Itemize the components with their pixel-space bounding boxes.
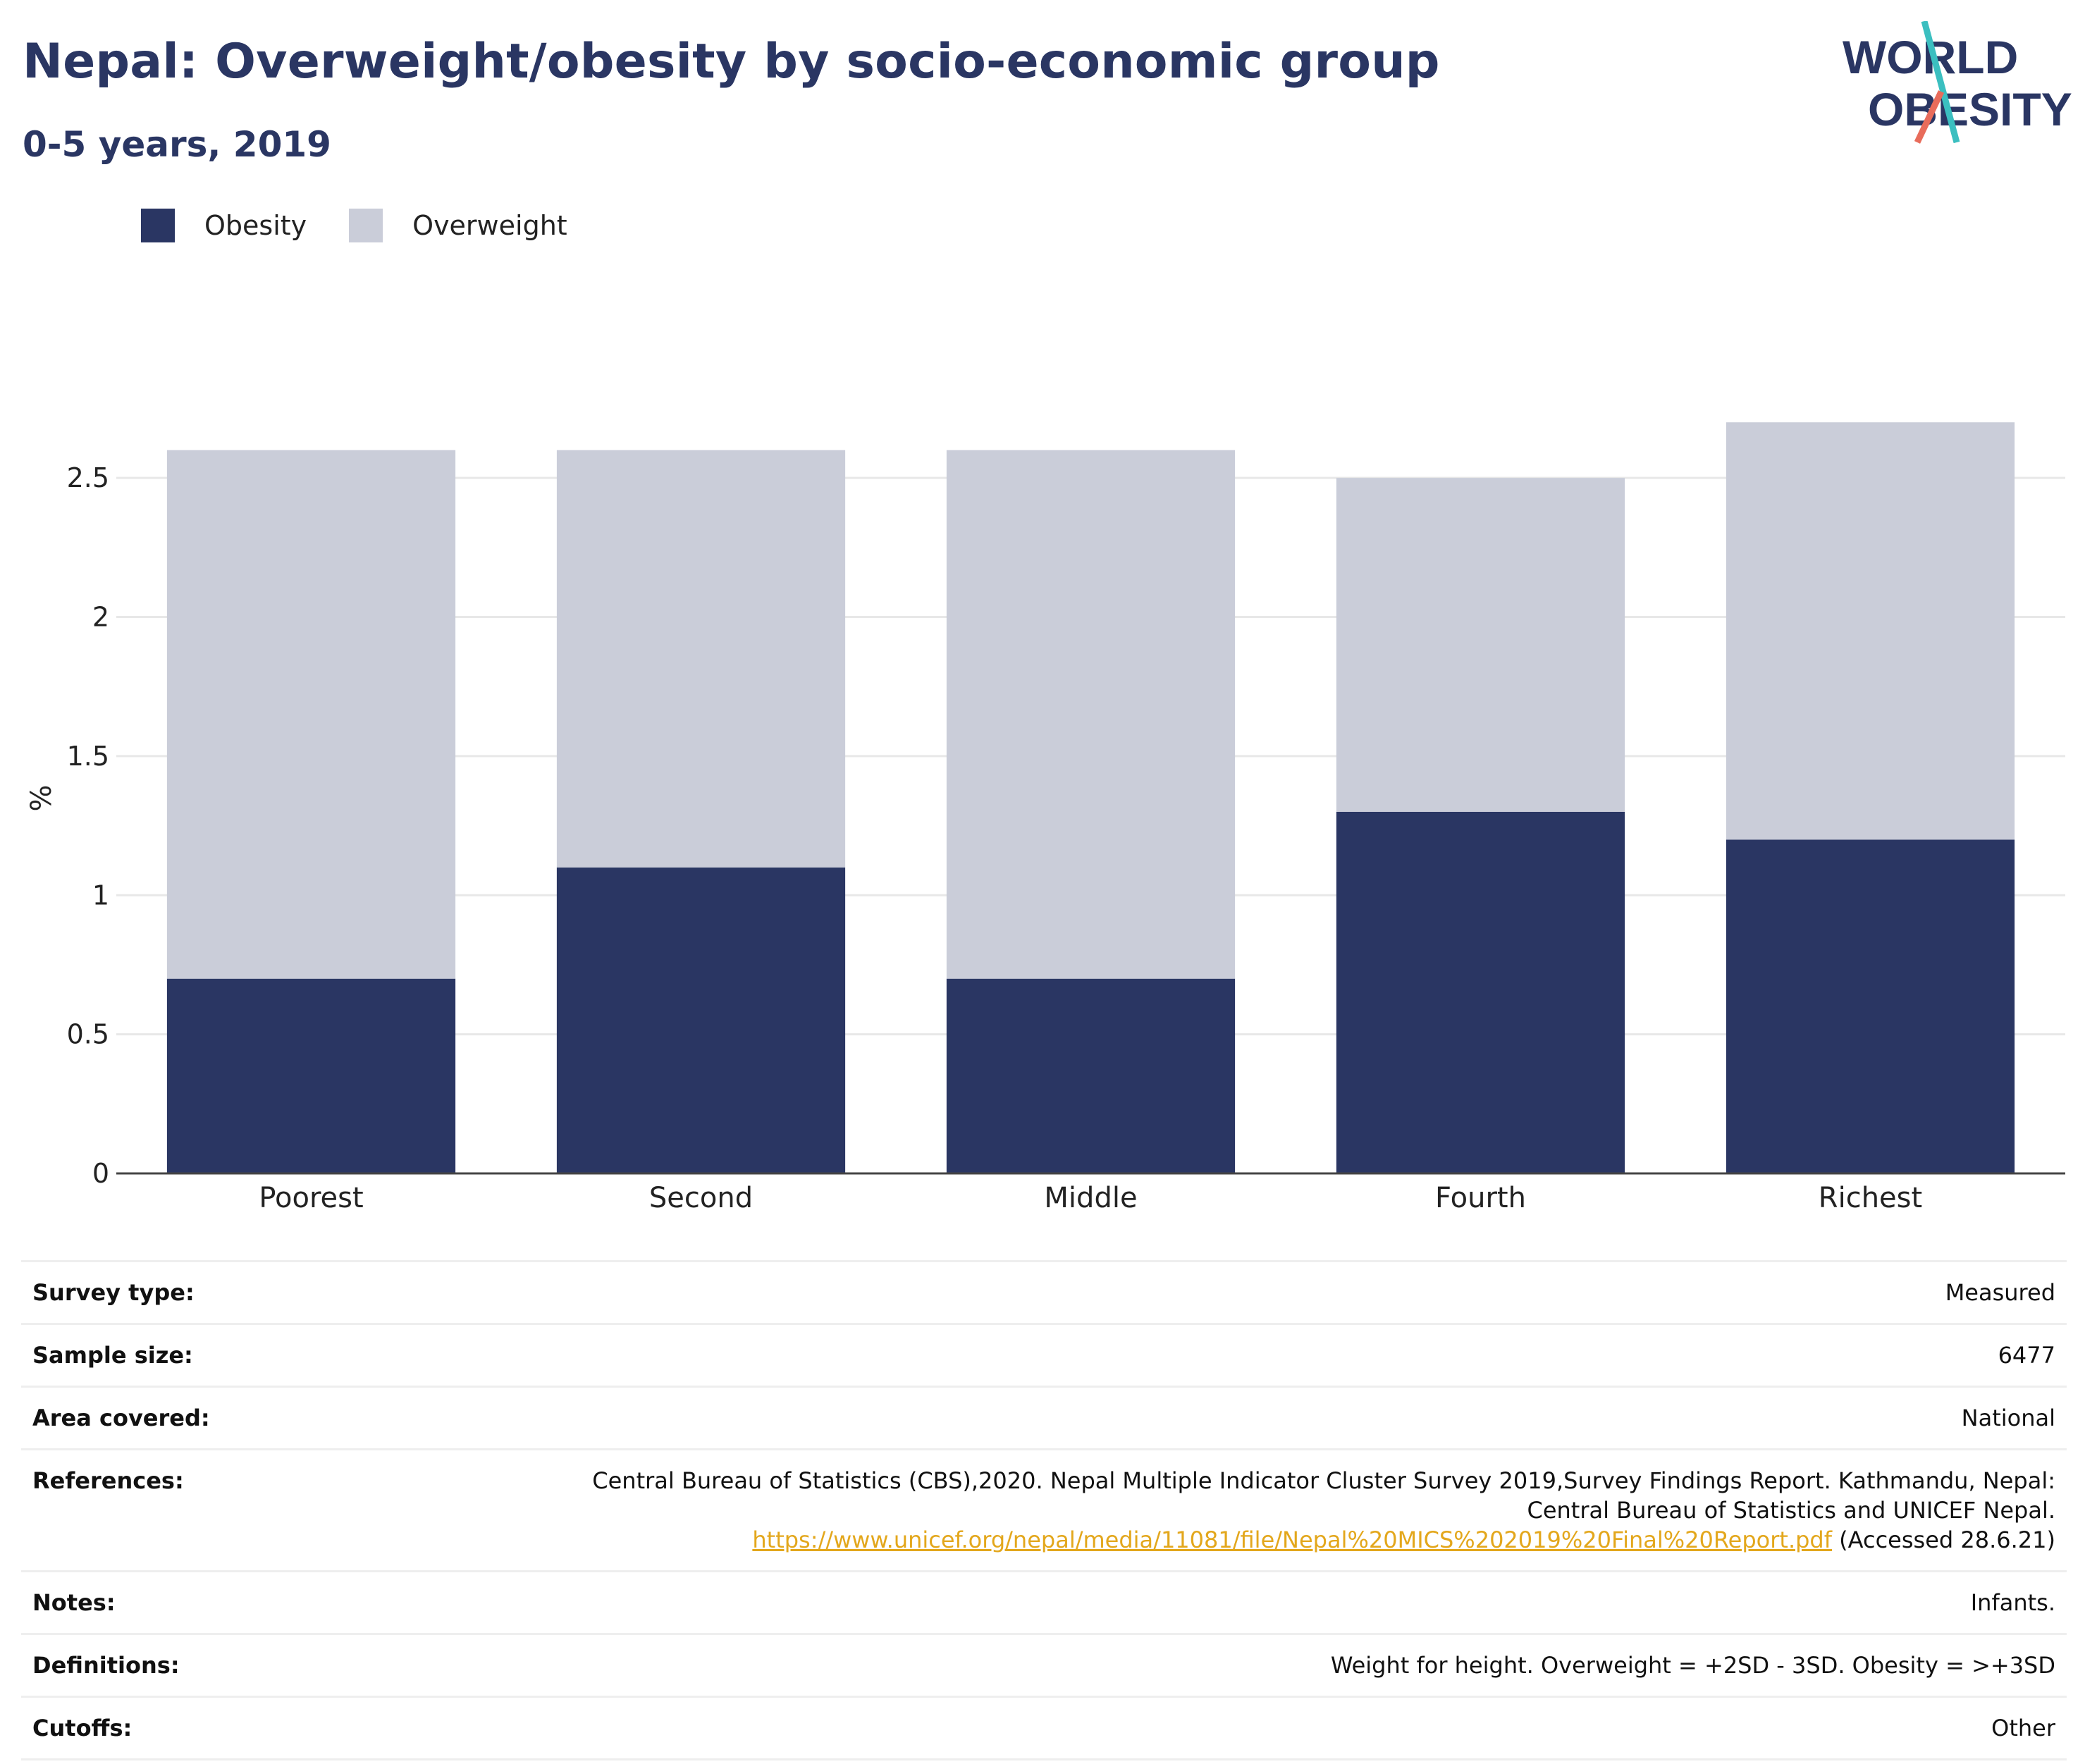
y-tick-label: 2 (92, 602, 109, 633)
reference-link[interactable]: https://www.unicef.org/nepal/media/11081… (752, 1526, 1832, 1553)
legend-swatch-obesity (141, 209, 175, 242)
info-value: Central Bureau of Statistics (CBS),2020.… (592, 1466, 2055, 1555)
chart-subtitle: 0-5 years, 2019 (23, 124, 331, 165)
info-row-definitions: Definitions: Weight for height. Overweig… (21, 1633, 2067, 1696)
info-value: Infants. (1970, 1589, 2055, 1616)
info-row-cutoffs: Cutoffs: Other (21, 1696, 2067, 1760)
info-label: Cutoffs: (32, 1715, 133, 1741)
x-tick-label: Second (649, 1182, 753, 1214)
x-tick-label: Richest (1819, 1182, 1922, 1214)
info-value: Measured (1945, 1279, 2055, 1306)
survey-info-table: Survey type: Measured Sample size: 6477 … (21, 1260, 2067, 1760)
info-row-references: References: Central Bureau of Statistics… (21, 1448, 2067, 1570)
legend-label-obesity: Obesity (204, 210, 307, 241)
y-tick-label: 0.5 (67, 1019, 109, 1050)
legend-item-obesity[interactable]: Obesity (141, 209, 307, 242)
bar-overweight-middle (946, 450, 1236, 979)
info-row-survey-type: Survey type: Measured (21, 1260, 2067, 1323)
bar-overweight-poorest (166, 450, 456, 979)
info-value: Weight for height. Overweight = +2SD - 3… (1330, 1652, 2055, 1679)
y-tick-label: 1 (92, 880, 109, 911)
info-label: References: (32, 1467, 184, 1494)
chart-legend: Obesity Overweight (141, 209, 610, 242)
svg-text:OBESITY: OBESITY (1868, 83, 2072, 135)
reference-accessed: (Accessed 28.6.21) (1832, 1526, 2055, 1553)
info-label: Survey type: (32, 1279, 195, 1306)
info-value: National (1961, 1405, 2055, 1431)
bar-obesity-richest (1726, 839, 2015, 1173)
legend-item-overweight[interactable]: Overweight (349, 209, 567, 242)
chart-title: Nepal: Overweight/obesity by socio-econo… (23, 34, 1440, 90)
y-tick-label: 0 (92, 1158, 109, 1189)
y-tick-label: 2.5 (67, 462, 109, 493)
y-axis-label: % (25, 784, 58, 811)
bar-obesity-fourth (1336, 811, 1625, 1173)
stacked-bar-chart: 0 0.5 1 1.5 2 2.5% Poorest Second Middle Fourth Ri… (25, 422, 2065, 1214)
info-label: Area covered: (32, 1405, 210, 1431)
bar-obesity-second (556, 867, 846, 1173)
bar-overweight-richest (1726, 422, 2015, 840)
world-obesity-logo: WORLD OBESITY (1843, 21, 2072, 144)
info-row-area-covered: Area covered: National (21, 1386, 2067, 1448)
info-label: Sample size: (32, 1342, 193, 1369)
info-label: Notes: (32, 1589, 116, 1616)
reference-text-line1: Central Bureau of Statistics (CBS),2020.… (592, 1467, 2055, 1494)
x-tick-label: Middle (1044, 1182, 1137, 1214)
legend-label-overweight: Overweight (412, 210, 567, 241)
bar-obesity-poorest (166, 978, 456, 1173)
info-label: Definitions: (32, 1652, 180, 1679)
info-row-sample-size: Sample size: 6477 (21, 1323, 2067, 1386)
bar-overweight-fourth (1336, 478, 1625, 812)
info-row-notes: Notes: Infants. (21, 1570, 2067, 1633)
bar-overweight-second (556, 450, 846, 868)
reference-text-line2: Central Bureau of Statistics and UNICEF … (1527, 1497, 2055, 1524)
info-value: 6477 (1998, 1342, 2055, 1369)
legend-swatch-overweight (349, 209, 383, 242)
info-value: Other (1991, 1715, 2055, 1741)
x-tick-label: Fourth (1435, 1182, 1526, 1214)
y-tick-label: 1.5 (67, 741, 109, 772)
x-tick-label: Poorest (259, 1182, 363, 1214)
bar-obesity-middle (946, 978, 1236, 1173)
